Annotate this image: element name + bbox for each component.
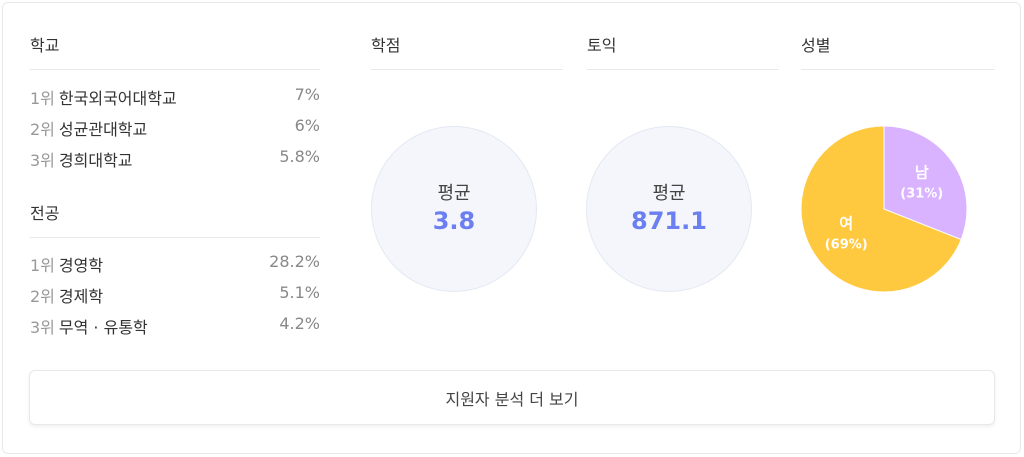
gpa-average-value: 3.8 [432, 207, 476, 235]
pie-slice-male [883, 125, 968, 241]
divider [587, 69, 779, 70]
slice-percent-label: (31%) [900, 186, 943, 201]
list-item: 2위 성균관대학교 6% [30, 116, 320, 140]
toeic-average-circle: 평균 871.1 [586, 126, 752, 292]
toeic-average-value: 871.1 [631, 207, 707, 235]
gpa-average-circle: 평균 3.8 [371, 126, 537, 292]
rank: 2위 [30, 287, 55, 306]
gender-heading: 성별 [801, 36, 831, 55]
rank: 2위 [30, 120, 55, 139]
rank: 3위 [30, 318, 55, 337]
item-name: 경영학 [58, 256, 104, 275]
item-percent: 5.8% [279, 147, 320, 166]
divider [371, 69, 563, 70]
item-name: 무역 · 유통학 [58, 318, 148, 337]
divider [30, 69, 320, 70]
list-item: 2위 경제학 5.1% [30, 283, 320, 307]
slice-percent-label: (69%) [825, 238, 868, 253]
divider [30, 237, 320, 238]
toeic-heading: 토익 [587, 36, 617, 55]
item-percent: 5.1% [279, 283, 320, 302]
item-percent: 28.2% [269, 252, 320, 271]
item-name: 성균관대학교 [58, 120, 148, 139]
list-item: 1위 한국외국어대학교 7% [30, 85, 320, 109]
item-percent: 7% [294, 85, 320, 104]
list-item: 3위 무역 · 유통학 4.2% [30, 314, 320, 338]
gpa-average-label: 평균 [437, 183, 471, 204]
pie-slice-female [800, 125, 962, 293]
list-item: 1위 경영학 28.2% [30, 252, 320, 276]
item-name: 경희대학교 [58, 151, 133, 170]
slice-label: 여 [839, 215, 853, 233]
item-percent: 4.2% [279, 314, 320, 333]
item-name: 경제학 [58, 287, 104, 306]
rank: 3위 [30, 151, 55, 170]
item-percent: 6% [294, 116, 320, 135]
gpa-heading: 학점 [371, 36, 401, 55]
view-more-analysis-button[interactable]: 지원자 분석 더 보기 [29, 370, 995, 425]
rank: 1위 [30, 256, 55, 275]
divider [801, 69, 995, 70]
major-heading: 전공 [30, 204, 60, 223]
gender-pie-chart: 남 (31%) 여 (69%) [800, 125, 968, 293]
toeic-average-label: 평균 [652, 183, 686, 204]
school-heading: 학교 [30, 36, 60, 55]
slice-label: 남 [915, 163, 929, 181]
item-name: 한국외국어대학교 [58, 89, 177, 108]
list-item: 3위 경희대학교 5.8% [30, 147, 320, 171]
rank: 1위 [30, 89, 55, 108]
